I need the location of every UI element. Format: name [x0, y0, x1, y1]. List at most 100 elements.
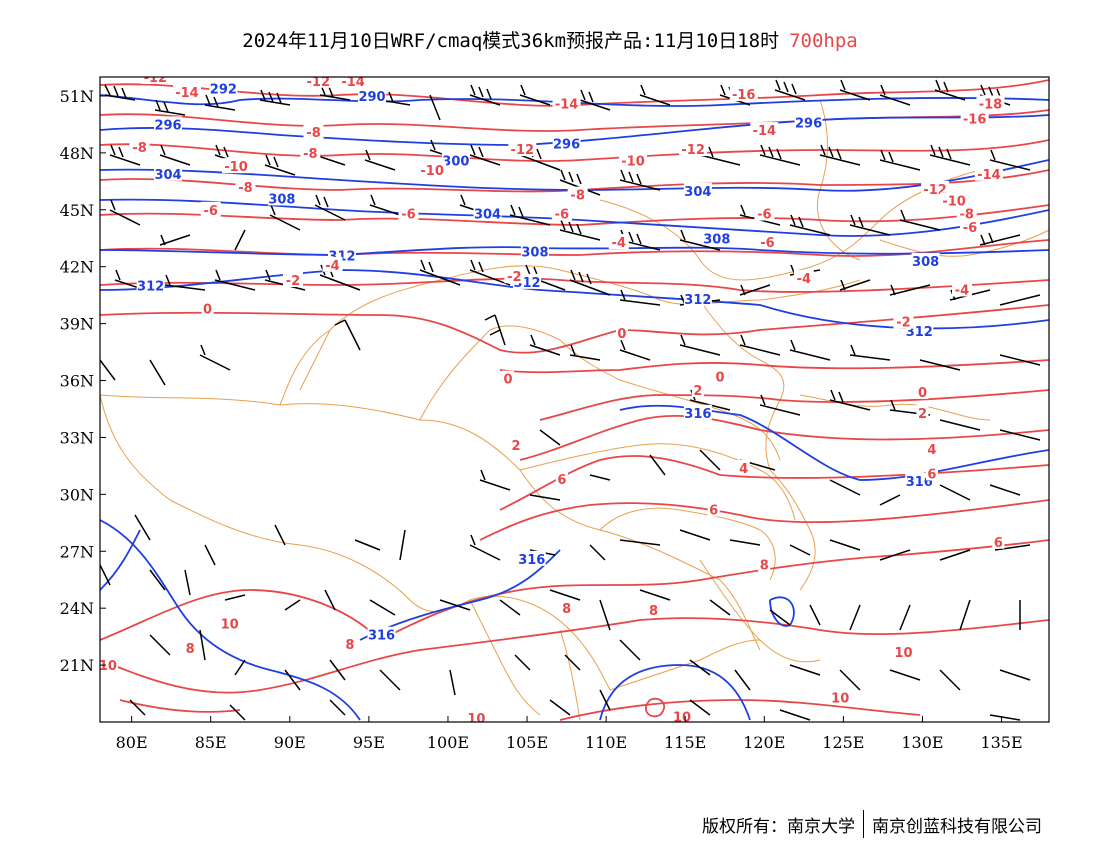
- temperature-contour-label-bg: [707, 501, 720, 517]
- temperature-contour-label: 0: [617, 327, 626, 342]
- temperature-contour-label: -12: [681, 143, 705, 158]
- height-contour-label: 308: [912, 255, 939, 270]
- temperature-contour-label: 8: [562, 602, 571, 617]
- height-contour-label-bg: [517, 550, 546, 566]
- footer-divider: [863, 810, 864, 838]
- height-contour-label: 308: [521, 246, 548, 261]
- temperature-contour-label-bg: [960, 110, 989, 126]
- temperature-contour-label: -14: [341, 75, 365, 90]
- temperature-contour-label: -4: [612, 236, 626, 251]
- lon-tick-label: 125E: [822, 733, 864, 752]
- lat-tick-label: 27N: [60, 542, 94, 561]
- temperature-contour-label-bg: [754, 205, 775, 221]
- temperature-contour-label: -6: [760, 236, 774, 251]
- temperature-contour-label-bg: [567, 186, 588, 202]
- temperature-contour-label: -12: [307, 75, 331, 90]
- height-contour-label-bg: [267, 190, 296, 206]
- temperature-contour-label: -8: [570, 189, 584, 204]
- temperature-contour-label-bg: [672, 708, 693, 722]
- height-contour-label: 316: [518, 553, 545, 568]
- temperature-contour-label: -14: [555, 98, 579, 113]
- temperature-contour-label-bg: [504, 268, 525, 284]
- temperature-contour-label: 0: [918, 386, 927, 401]
- temperature-contour-label-bg: [750, 122, 779, 138]
- lon-tick-label: 80E: [116, 733, 148, 752]
- temperature-contour-label-bg: [793, 270, 814, 286]
- temperature-contour-label-bg: [100, 657, 118, 673]
- temperature-contour-label-bg: [952, 281, 973, 297]
- temperature-contour-label-bg: [282, 271, 303, 287]
- height-contour-label: 308: [268, 192, 295, 207]
- temperature-contour-label-bg: [322, 256, 343, 272]
- height-contour-label: 312: [906, 325, 933, 340]
- temperature-contour-label-bg: [551, 205, 572, 221]
- temperature-contour-label: -10: [420, 164, 444, 179]
- temperature-contour-label-bg: [219, 615, 240, 631]
- temperature-contour-label-bg: [925, 465, 938, 481]
- temperature-contour-label-bg: [757, 234, 778, 250]
- temperature-contour-label: 2: [918, 407, 927, 422]
- height-contour-label: 296: [795, 117, 822, 132]
- temperature-contour-label-bg: [758, 556, 771, 572]
- temperature-contour-label: 0: [715, 371, 724, 386]
- temperature-contour-label-bg: [184, 640, 197, 656]
- temperature-contour-label-bg: [201, 300, 214, 316]
- temperature-contours: [100, 79, 1049, 721]
- lon-tick-label: 120E: [743, 733, 785, 752]
- temperature-contour-label: -14: [977, 168, 1001, 183]
- height-contour-label-bg: [702, 230, 731, 246]
- temperature-contour-label: -6: [757, 208, 771, 223]
- temperature-contour-label-bg: [679, 141, 708, 157]
- temperature-contour-label-bg: [555, 471, 568, 487]
- temperature-contour-label: -8: [303, 147, 317, 162]
- temperature-contour-label-bg: [615, 325, 628, 341]
- height-contour-label-bg: [520, 243, 549, 259]
- lon-tick-label: 105E: [506, 733, 548, 752]
- temperature-contour-label: 4: [927, 443, 936, 458]
- lat-tick-label: 51N: [60, 87, 94, 106]
- temperature-contour-label-bg: [303, 124, 324, 140]
- temperature-contour-label: -6: [555, 208, 569, 223]
- height-contour-label: 304: [154, 168, 181, 183]
- temperature-contour-label-bg: [737, 459, 750, 475]
- lon-tick-label: 130E: [901, 733, 943, 752]
- title-level: 700hpa: [789, 30, 858, 52]
- temperature-contour-label: 0: [504, 373, 513, 388]
- height-contour-label: 296: [553, 137, 580, 152]
- height-contour-label: 316: [368, 629, 395, 644]
- temperature-contour-label: -12: [144, 71, 168, 86]
- temperature-contour-label-bg: [729, 86, 758, 102]
- height-contour-label: 316: [684, 407, 711, 422]
- height-contour-label-bg: [683, 182, 712, 198]
- temperature-contour-label: -16: [732, 88, 756, 103]
- lon-tick-label: 115E: [664, 733, 706, 752]
- temperature-contour-label-bg: [300, 144, 321, 160]
- height-contour-label-bg: [683, 290, 712, 306]
- temperature-contour-label-bg: [916, 383, 929, 399]
- temperature-contour-label: -6: [401, 208, 415, 223]
- temperature-contour-label: 6: [709, 504, 718, 519]
- temperature-contour-label-bg: [129, 139, 150, 155]
- temperature-contour-label-bg: [893, 313, 914, 329]
- temperature-contour-label: -16: [963, 113, 987, 128]
- temperature-contour-label: 10: [221, 617, 239, 632]
- temperature-contour-label: 8: [186, 642, 195, 657]
- temperature-contour-label: 4: [739, 462, 748, 477]
- temperature-contour-label-bg: [830, 689, 851, 705]
- temperature-contour-label: -6: [963, 221, 977, 236]
- copyright-text: 版权所有：南京大学: [702, 816, 855, 837]
- temperature-contour-label-bg: [974, 165, 1003, 181]
- height-contour-label-bg: [552, 135, 581, 151]
- temperature-contour-label: 10: [673, 710, 691, 725]
- lon-tick-label: 110E: [585, 733, 627, 752]
- company-text: 南京创蓝科技有限公司: [872, 816, 1042, 837]
- temperature-contour-label: 10: [99, 659, 117, 674]
- footer: 版权所有：南京大学 南京创蓝科技有限公司: [702, 810, 1042, 838]
- height-contour-label: 304: [684, 185, 711, 200]
- temperature-contour-label-bg: [339, 77, 368, 88]
- lat-tick-label: 39N: [60, 315, 94, 334]
- height-contour-label-bg: [683, 404, 712, 420]
- temperature-contour-label-bg: [552, 95, 581, 111]
- temperature-contour-label: -10: [621, 154, 645, 169]
